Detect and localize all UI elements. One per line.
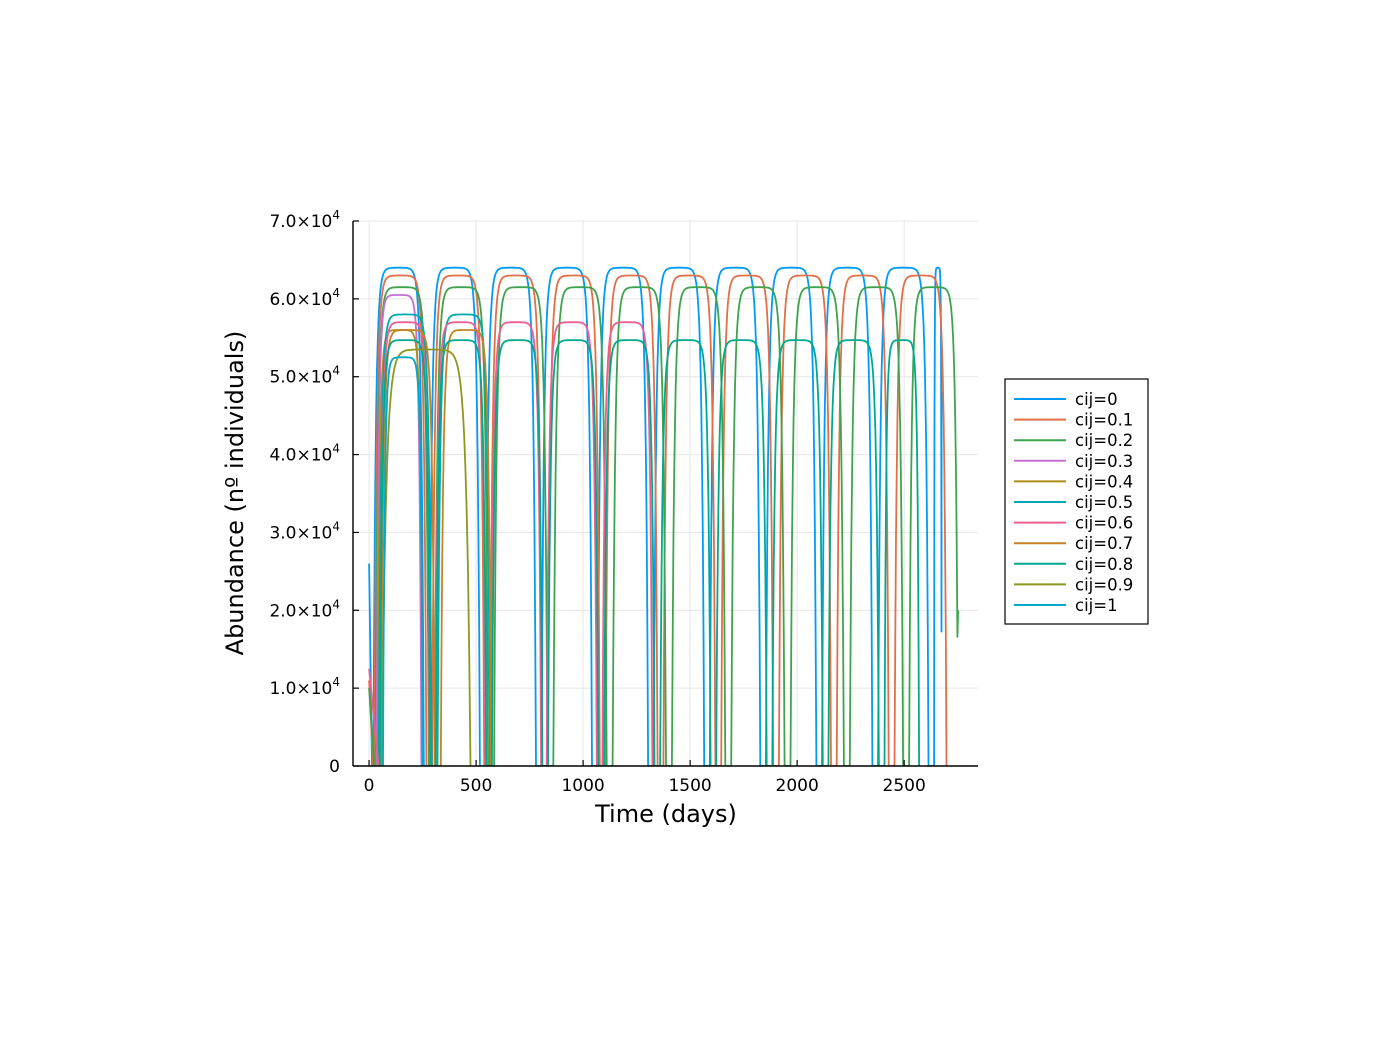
x-axis-title: Time (days) xyxy=(594,800,737,828)
y-tick-label: 1.0×104 xyxy=(269,675,340,699)
y-tick-label: 5.0×104 xyxy=(269,364,340,388)
y-axis-title: Abundance (nº individuals) xyxy=(221,331,249,656)
x-tick-label: 1500 xyxy=(668,776,711,796)
y-tick-label: 6.0×104 xyxy=(269,286,340,310)
legend-label: cij=0 xyxy=(1075,390,1118,409)
series-layer xyxy=(368,266,959,766)
y-tick-label: 2.0×104 xyxy=(269,597,340,621)
legend-label: cij=0.5 xyxy=(1075,493,1133,512)
x-ticks: 0 500 1000 1500 2000 2500 xyxy=(364,760,926,796)
legend-label: cij=0.3 xyxy=(1075,452,1133,471)
grid-lines xyxy=(353,220,978,767)
legend-label: cij=0.6 xyxy=(1075,514,1133,533)
legend-label: cij=0.1 xyxy=(1075,411,1133,430)
legend-label: cij=0.7 xyxy=(1075,534,1133,553)
legend-label: cij=1 xyxy=(1075,596,1118,615)
x-tick-label: 1000 xyxy=(561,776,604,796)
series-line-1 xyxy=(368,274,948,766)
axes xyxy=(352,221,978,767)
y-tick-label: 4.0×104 xyxy=(269,442,340,466)
y-tick-label: 0 xyxy=(329,757,340,777)
series-line-9 xyxy=(381,348,472,766)
x-tick-label: 500 xyxy=(460,776,492,796)
legend-label: cij=0.8 xyxy=(1075,555,1133,574)
y-tick-label: 7.0×104 xyxy=(269,208,340,232)
series-line-7 xyxy=(379,329,492,766)
series-line-3 xyxy=(375,294,423,766)
series-line-8 xyxy=(378,339,920,766)
x-tick-label: 0 xyxy=(364,776,375,796)
series-line-5 xyxy=(377,313,491,766)
y-tick-label: 3.0×104 xyxy=(269,519,340,543)
legend-label: cij=0.4 xyxy=(1075,472,1133,491)
legend-label: cij=0.2 xyxy=(1075,431,1133,450)
x-tick-label: 2000 xyxy=(776,776,819,796)
y-ticks: 0 1.0×104 2.0×104 3.0×104 4.0×104 5.0×104 6.0×… xyxy=(269,208,359,777)
series-line-2 xyxy=(368,286,959,766)
x-tick-label: 2500 xyxy=(883,776,926,796)
series-line-10 xyxy=(382,356,424,766)
legend-label: cij=0.9 xyxy=(1075,575,1133,594)
